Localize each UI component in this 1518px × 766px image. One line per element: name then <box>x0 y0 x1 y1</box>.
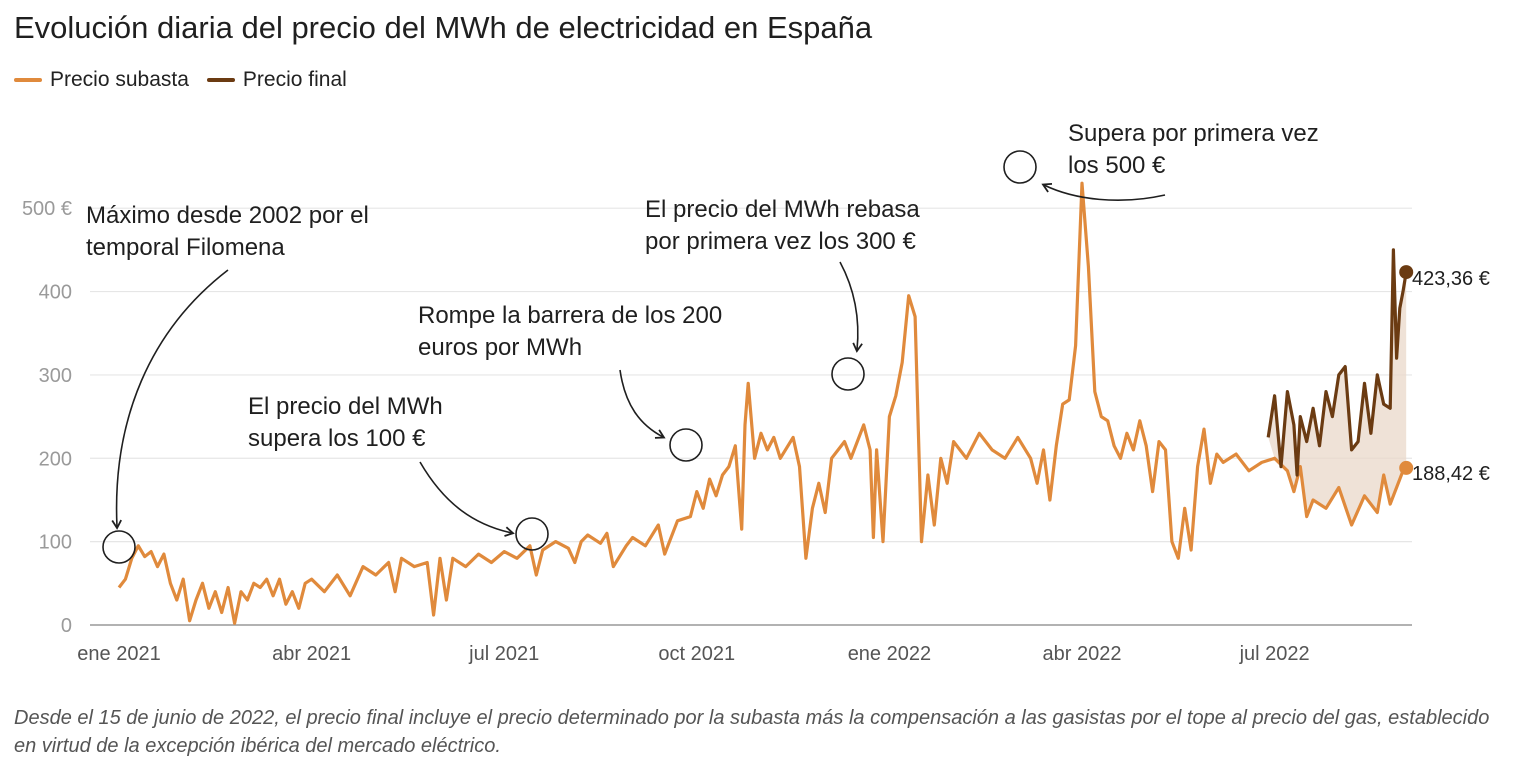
anno-text-300: El precio del MWh rebasa por primera vez… <box>645 196 926 255</box>
footnote: Desde el 15 de junio de 2022, el precio … <box>14 707 1490 757</box>
y-tick-label: 400 <box>39 282 72 304</box>
series-line-subasta <box>117 181 1408 625</box>
end-dot-final <box>1399 265 1414 280</box>
price-chart: 0 100 200 300 400 500 € ene 2021 abr 2021 jul 2… <box>22 120 1490 665</box>
x-tick-label: oct 2021 <box>658 643 735 665</box>
y-tick-label: 100 <box>39 532 72 554</box>
anno-circle-200 <box>669 428 703 462</box>
annotations <box>102 150 1166 564</box>
x-tick-label: jul 2022 <box>1239 643 1310 665</box>
anno-300-line1: El precio del MWh rebasa <box>645 196 920 223</box>
legend-label-final: Precio final <box>242 68 347 91</box>
end-points <box>1399 265 1414 475</box>
anno-arrow-200 <box>619 369 666 439</box>
legend-label-subasta: Precio subasta <box>50 68 189 91</box>
anno-text-200: Rompe la barrera de los 200 euros por MW… <box>418 302 729 361</box>
anno-circle-500 <box>1003 150 1037 184</box>
legend-swatch-subasta <box>14 78 42 82</box>
anno-filomena-line2: temporal Filomena <box>86 234 285 261</box>
anno-500-line2: los 500 € <box>1068 152 1166 179</box>
y-tick-label: 200 <box>39 448 72 470</box>
end-dot-subasta <box>1399 460 1414 475</box>
legend-swatch-final <box>206 78 235 82</box>
anno-circle-300 <box>831 357 865 391</box>
anno-text-filomena: Máximo desde 2002 por el temporal Filome… <box>86 202 376 261</box>
y-tick-label: 300 <box>39 365 72 387</box>
y-axis-ticks: 0 100 200 300 400 500 € <box>22 198 72 637</box>
anno-500-line1: Supera por primera vez <box>1068 120 1319 147</box>
anno-arrow-500 <box>1041 182 1166 201</box>
anno-circle-100 <box>515 517 549 551</box>
anno-text-100: El precio del MWh supera los 100 € <box>248 393 449 452</box>
anno-filomena-line1: Máximo desde 2002 por el <box>86 202 369 229</box>
chart-title: Evolución diaria del precio del MWh de e… <box>14 10 873 45</box>
end-label-subasta: 188,42 € <box>1412 463 1490 485</box>
x-tick-label: abr 2022 <box>1043 643 1122 665</box>
anno-arrow-100 <box>419 461 515 537</box>
anno-100-line1: El precio del MWh <box>248 393 443 420</box>
x-axis-ticks: ene 2021 abr 2021 jul 2021 oct 2021 ene 2022… <box>77 643 1309 665</box>
y-tick-label: 0 <box>61 615 72 637</box>
end-label-final: 423,36 € <box>1412 268 1490 290</box>
anno-200-line1: Rompe la barrera de los 200 <box>418 302 722 329</box>
anno-arrow-filomena <box>111 269 229 530</box>
x-tick-label: abr 2021 <box>272 643 351 665</box>
y-tick-label: 500 € <box>22 198 72 220</box>
anno-100-line2: supera los 100 € <box>248 425 426 452</box>
legend-item-subasta: Precio subasta <box>14 68 189 92</box>
series-line-final <box>1266 248 1408 477</box>
anno-arrow-300 <box>839 261 863 353</box>
x-tick-label: ene 2021 <box>77 643 160 665</box>
anno-text-500: Supera por primera vez los 500 € <box>1068 120 1325 179</box>
x-tick-label: ene 2022 <box>848 643 931 665</box>
legend-item-final: Precio final <box>206 68 347 92</box>
anno-300-line2: por primera vez los 300 € <box>645 228 916 255</box>
x-tick-label: jul 2021 <box>468 643 539 665</box>
anno-circle-filomena <box>102 530 136 564</box>
legend: Precio subasta Precio final <box>14 68 347 92</box>
anno-200-line2: euros por MWh <box>418 334 582 361</box>
